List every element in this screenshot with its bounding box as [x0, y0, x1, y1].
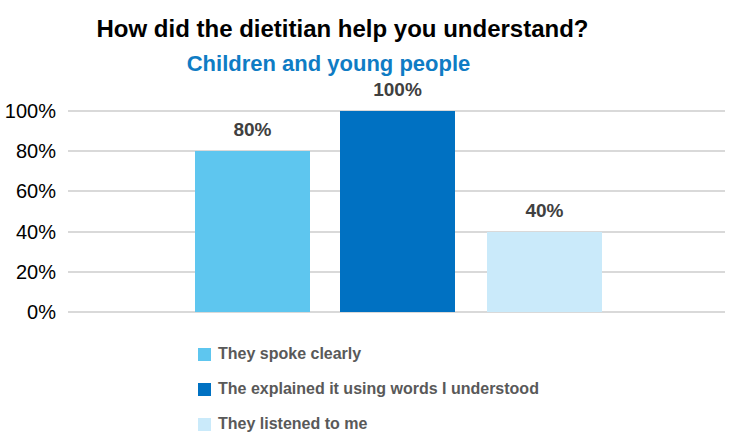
- legend-swatch: [198, 348, 211, 361]
- legend-label: The explained it using words I understoo…: [218, 379, 539, 399]
- legend-item: The explained it using words I understoo…: [198, 379, 539, 399]
- legend-item: They listened to me: [198, 414, 367, 434]
- bar-chart: How did the dietitian help you understan…: [0, 0, 739, 442]
- legend-swatch: [198, 418, 211, 431]
- legend-label: They listened to me: [218, 414, 367, 434]
- legend-label: They spoke clearly: [218, 344, 361, 364]
- legend-item: They spoke clearly: [198, 344, 361, 364]
- legend-swatch: [198, 383, 211, 396]
- legend: They spoke clearly The explained it using…: [0, 0, 739, 442]
